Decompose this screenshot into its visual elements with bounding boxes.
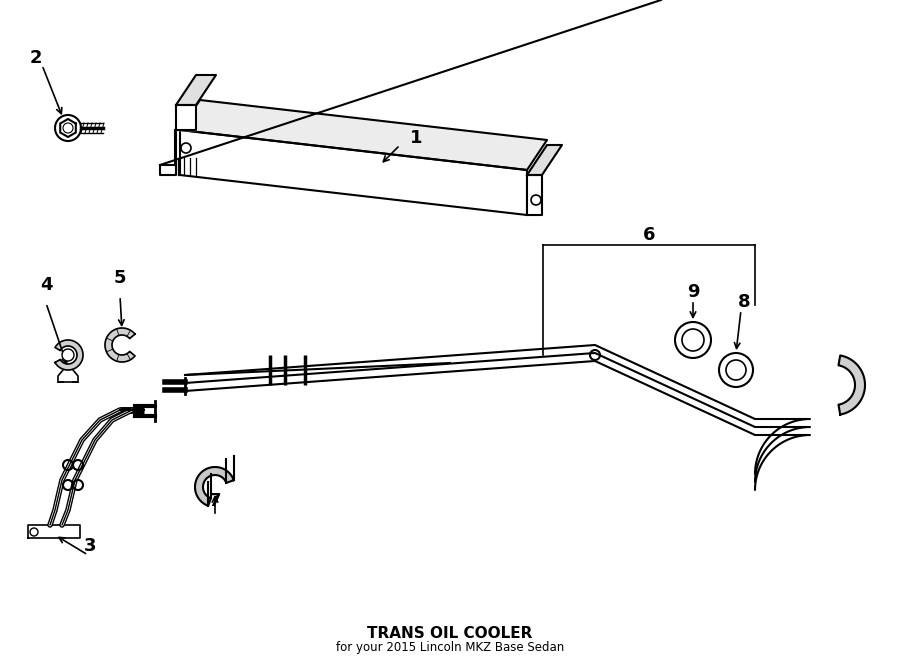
Polygon shape bbox=[195, 467, 234, 506]
Text: 5: 5 bbox=[113, 269, 126, 287]
Text: 3: 3 bbox=[84, 537, 96, 555]
Polygon shape bbox=[105, 328, 135, 362]
Polygon shape bbox=[180, 100, 547, 170]
Circle shape bbox=[719, 353, 753, 387]
Text: 2: 2 bbox=[30, 49, 42, 67]
Text: 6: 6 bbox=[643, 226, 655, 244]
Text: 7: 7 bbox=[209, 492, 221, 510]
Polygon shape bbox=[176, 105, 196, 130]
Polygon shape bbox=[176, 75, 216, 105]
Text: for your 2015 Lincoln MKZ Base Sedan: for your 2015 Lincoln MKZ Base Sedan bbox=[336, 641, 564, 654]
Text: 1: 1 bbox=[410, 129, 422, 147]
Text: 8: 8 bbox=[738, 293, 751, 311]
Text: TRANS OIL COOLER: TRANS OIL COOLER bbox=[367, 625, 533, 641]
Polygon shape bbox=[527, 175, 542, 215]
Polygon shape bbox=[55, 340, 83, 370]
Circle shape bbox=[62, 349, 74, 361]
Polygon shape bbox=[180, 130, 527, 215]
Text: 4: 4 bbox=[40, 276, 52, 294]
Polygon shape bbox=[527, 145, 562, 175]
Circle shape bbox=[675, 322, 711, 358]
Text: 9: 9 bbox=[687, 283, 699, 301]
Polygon shape bbox=[839, 356, 865, 414]
